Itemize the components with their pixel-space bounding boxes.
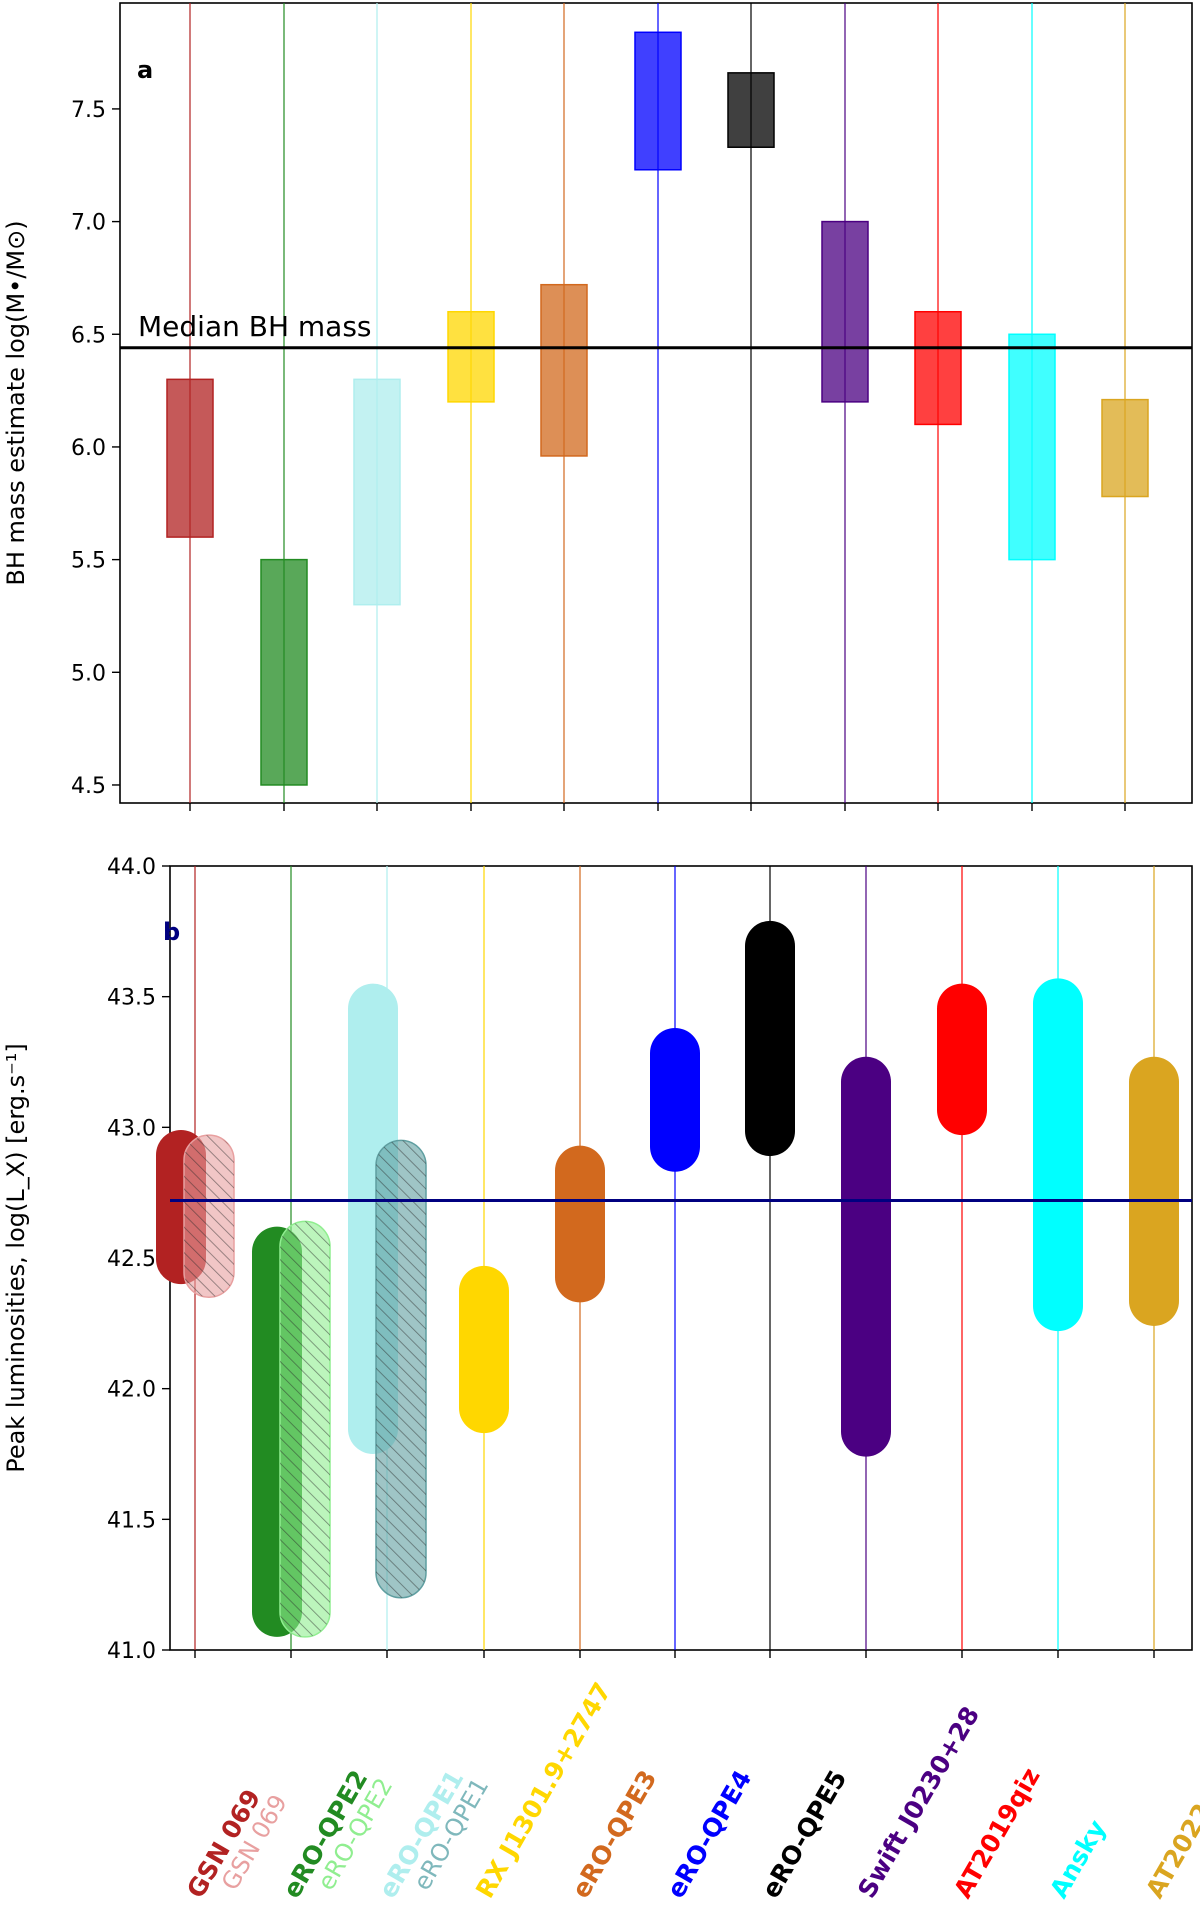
panel-b-y-tick-label: 41.0 xyxy=(107,1639,156,1664)
bh-mass-box-ero-qpe3 xyxy=(540,283,588,457)
bh-mass-box-swift-j0230-28 xyxy=(821,220,869,403)
bh-mass-box-ero-qpe4 xyxy=(634,31,682,171)
luminosity-range-at2019qiz xyxy=(937,983,987,1136)
panel-b-y-tick-label: 42.0 xyxy=(107,1378,156,1403)
panel-b-y-tick-label: 43.0 xyxy=(107,1116,156,1141)
category-label-ero-qpe4: eRO-QPE4 xyxy=(661,1765,757,1903)
category-label-at2022upj: AT2022upj xyxy=(1140,1760,1200,1903)
panel-b-letter: b xyxy=(163,918,180,946)
luminosity-range-at2022upj xyxy=(1129,1056,1179,1326)
panel-b-y-axis: 41.0 41.5 42.0 42.5 43.0 43.5 44.0 xyxy=(107,855,170,1664)
bh-mass-box-ansky xyxy=(1008,333,1056,561)
category-label-ero-qpe3: eRO-QPE3 xyxy=(566,1765,662,1903)
bh-mass-box-at2022upj xyxy=(1101,398,1149,498)
panel-a-y-tick-label: 7.0 xyxy=(71,211,106,236)
panel-b-y-label: Peak luminosities, log(L_X) [erg.s⁻¹] xyxy=(2,1043,30,1473)
panel-b-peak-luminosity: b 41.0 41.5 42.0 42.5 43.0 43.5 44.0 Peak lumi… xyxy=(2,855,1193,1664)
panel-b-y-tick-label: 42.5 xyxy=(107,1247,156,1272)
bh-mass-box-gsn-069 xyxy=(166,378,214,538)
panel-a-bh-mass: a 4.5 5.0 5.5 6.0 6.5 7.0 7.5 Median BH mass B… xyxy=(2,2,1193,811)
panel-a-marks xyxy=(166,3,1149,811)
panel-b-y-tick-label: 44.0 xyxy=(107,855,156,880)
luminosity-range-hatch-gsn-069 xyxy=(184,1135,234,1298)
luminosity-range-ero-qpe3 xyxy=(555,1145,605,1303)
luminosity-range-hatch-ero-qpe1 xyxy=(376,1140,426,1598)
panel-a-y-axis: 4.5 5.0 5.5 6.0 6.5 7.0 7.5 xyxy=(71,98,120,799)
luminosity-range-ero-qpe4 xyxy=(650,1028,700,1172)
panel-a-y-tick-label: 4.5 xyxy=(71,774,106,799)
bh-mass-box-ero-qpe5 xyxy=(727,72,775,148)
category-label-ansky: Ansky xyxy=(1044,1815,1112,1903)
panel-b-marks xyxy=(156,866,1179,1658)
category-label-ero-qpe5: eRO-QPE5 xyxy=(756,1765,852,1903)
bh-mass-box-rx-j1301-9-2747 xyxy=(447,310,495,403)
median-bh-mass-label: Median BH mass xyxy=(138,310,372,343)
luminosity-range-rx-j1301-9-2747 xyxy=(459,1265,509,1434)
luminosity-range-ero-qpe5 xyxy=(745,920,795,1157)
bh-mass-box-ero-qpe1 xyxy=(353,378,401,606)
luminosity-range-swift-j0230-28 xyxy=(841,1056,891,1457)
category-label-at2019qiz: AT2019qiz xyxy=(948,1763,1046,1903)
panel-a-y-label: BH mass estimate log(M•/M⊙) xyxy=(2,220,30,585)
panel-a-y-tick-label: 5.0 xyxy=(71,661,106,686)
bh-mass-box-ero-qpe2 xyxy=(260,558,308,786)
luminosity-range-hatch-ero-qpe2 xyxy=(280,1221,330,1637)
panel-a-y-tick-label: 5.5 xyxy=(71,549,106,574)
panel-a-y-tick-label: 7.5 xyxy=(71,98,106,123)
panel-a-frame xyxy=(119,2,1193,804)
luminosity-range-ansky xyxy=(1033,978,1083,1332)
panel-b-y-tick-label: 43.5 xyxy=(107,986,156,1011)
bh-mass-box-at2019qiz xyxy=(914,310,962,426)
panel-a-y-tick-label: 6.5 xyxy=(71,323,106,348)
panel-b-y-tick-label: 41.5 xyxy=(107,1508,156,1533)
panel-a-letter: a xyxy=(137,56,153,84)
panel-a-y-tick-label: 6.0 xyxy=(71,436,106,461)
